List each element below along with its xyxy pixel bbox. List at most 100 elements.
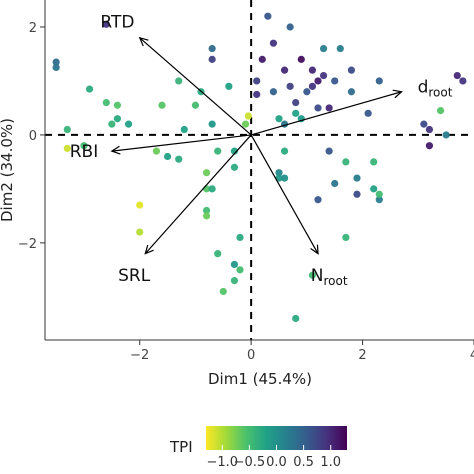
data-point — [342, 233, 350, 242]
data-point — [314, 196, 322, 204]
data-point — [208, 44, 216, 53]
colorbar-legend: TPI −1.0−0.5 0.0 0.5 1.0 — [169, 426, 347, 470]
data-point — [308, 271, 317, 279]
data-point — [303, 88, 311, 96]
data-point — [280, 147, 289, 155]
data-point — [80, 142, 88, 150]
vector-rtd-arrowhead — [138, 36, 149, 47]
data-point — [102, 98, 110, 107]
data-point — [353, 174, 361, 182]
data-point — [286, 82, 294, 90]
data-point — [208, 55, 216, 63]
data-point — [353, 190, 361, 198]
vector-srl-label: SRL — [118, 266, 151, 286]
data-point — [336, 44, 344, 53]
data-point — [136, 228, 144, 236]
data-point — [308, 82, 317, 90]
vector-rtd-arrow — [139, 37, 252, 136]
data-point — [280, 174, 289, 182]
data-point — [253, 90, 261, 99]
legend-tick-label: 0.0 — [266, 455, 287, 470]
data-point — [108, 120, 116, 128]
vector-rbi-arrow — [111, 134, 252, 152]
plot-area: RTD RBI SRL Nroot droot — [45, 0, 474, 340]
data-point — [453, 71, 461, 80]
data-point — [236, 266, 244, 274]
data-point — [124, 120, 133, 128]
vector-rbi-arrowhead — [110, 145, 121, 155]
reference-lines — [45, 0, 474, 340]
data-point — [230, 147, 239, 155]
data-point — [347, 88, 356, 96]
x-tick-label: 0 — [247, 348, 255, 363]
data-point — [244, 112, 252, 120]
data-point — [230, 277, 239, 285]
data-point — [325, 147, 333, 155]
data-point — [208, 185, 216, 193]
y-ticks: 2 0 −2 — [18, 21, 45, 252]
data-point — [52, 63, 60, 72]
vector-droot-arrowhead — [392, 89, 403, 99]
data-point — [230, 260, 239, 269]
data-point — [436, 107, 445, 115]
data-point — [442, 131, 450, 139]
data-point — [280, 66, 289, 74]
data-point — [286, 23, 294, 31]
data-point — [319, 44, 328, 53]
y-tick-label: 2 — [29, 21, 37, 36]
data-point — [314, 104, 322, 112]
data-point — [214, 147, 222, 155]
legend-tick-label: −0.5 — [234, 455, 266, 470]
data-point — [208, 120, 216, 128]
x-tick-label: −2 — [130, 348, 149, 363]
data-point — [52, 58, 60, 66]
x-axis-title: Dim1 (45.4%) — [208, 370, 312, 388]
data-point — [175, 155, 183, 163]
data-point — [364, 109, 372, 117]
data-point — [102, 20, 110, 28]
vector-rtd-label: RTD — [100, 13, 134, 33]
vector-nroot-arrow — [250, 134, 319, 254]
y-tick-label: −2 — [18, 237, 37, 252]
legend-tick-label: 0.5 — [293, 455, 314, 470]
data-point — [342, 158, 350, 166]
data-point — [370, 185, 378, 193]
data-point — [375, 77, 383, 85]
data-point — [425, 142, 434, 150]
data-point — [375, 190, 383, 198]
data-point — [63, 144, 71, 153]
y-axis-title: Dim2 (34.0%) — [0, 118, 16, 222]
data-point — [152, 147, 161, 155]
data-point — [264, 12, 272, 20]
legend-title: TPI — [169, 438, 193, 456]
data-point — [292, 109, 300, 117]
x-tick-label: 4 — [470, 348, 474, 363]
data-point — [202, 169, 211, 177]
vector-droot-arrow — [250, 91, 402, 136]
data-point — [202, 212, 211, 220]
data-point — [241, 120, 250, 128]
vector-droot-label: droot — [418, 77, 453, 99]
data-point — [85, 85, 94, 93]
vector-srl-arrow — [144, 134, 252, 255]
data-point — [308, 66, 317, 74]
data-point — [325, 104, 333, 112]
data-point — [292, 98, 300, 107]
y-tick-label: 0 — [29, 129, 37, 144]
data-point — [319, 71, 328, 80]
data-point — [269, 39, 278, 47]
data-point — [459, 77, 467, 85]
data-point — [158, 101, 166, 109]
data-point — [202, 206, 211, 215]
data-point — [347, 66, 356, 74]
data-point — [63, 125, 71, 134]
vector-nroot-label: Nroot — [311, 266, 348, 288]
data-point — [230, 163, 239, 171]
x-ticks: −2 0 2 4 — [130, 340, 474, 363]
data-point — [236, 233, 244, 242]
data-points — [52, 12, 467, 323]
data-point — [175, 77, 183, 85]
data-point — [275, 115, 283, 123]
vector-nroot-arrowhead — [310, 244, 319, 255]
